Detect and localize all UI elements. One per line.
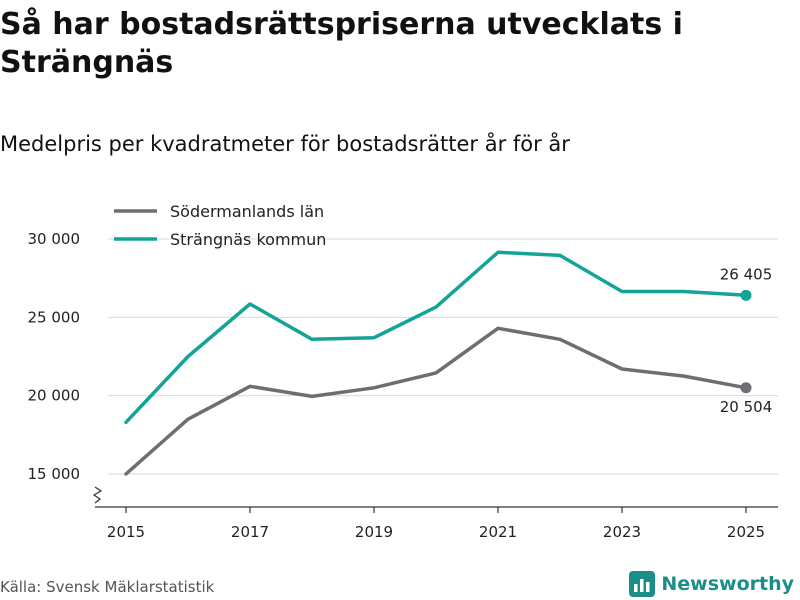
end-value-label: 20 504 bbox=[720, 398, 773, 416]
x-tick-label: 2021 bbox=[479, 523, 517, 541]
source-note: Källa: Svensk Mäklarstatistik bbox=[0, 578, 215, 596]
axis-break-marker bbox=[92, 486, 103, 504]
legend: Södermanlands län Strängnäs kommun bbox=[114, 202, 326, 249]
chart-title: Så har bostadsrättspriserna utvecklats i… bbox=[0, 7, 683, 80]
grid-lines bbox=[108, 238, 778, 475]
y-tick-label: 20 000 bbox=[28, 387, 81, 405]
legend-label: Södermanlands län bbox=[170, 202, 324, 221]
end-value-label: 26 405 bbox=[720, 265, 773, 283]
y-tick-label: 15 000 bbox=[28, 465, 81, 483]
series-line-0 bbox=[124, 326, 748, 476]
end-point-marker bbox=[740, 382, 752, 394]
axes: 15 000 20 000 25 000 30 000 2015 2017 2019 2021… bbox=[28, 230, 778, 541]
legend-label: Strängnäs kommun bbox=[170, 230, 326, 249]
x-tick-label: 2017 bbox=[231, 523, 269, 541]
series-lines: 20 504 26 405 bbox=[124, 250, 773, 476]
end-point-marker bbox=[740, 289, 752, 301]
series-line-1 bbox=[124, 250, 748, 425]
chart-subtitle: Medelpris per kvadratmeter för bostadsrä… bbox=[0, 132, 570, 156]
brand-name: Newsworthy bbox=[661, 573, 794, 595]
y-tick-label: 25 000 bbox=[28, 308, 81, 326]
x-tick-label: 2025 bbox=[727, 523, 765, 541]
brand-logo: Newsworthy bbox=[629, 568, 794, 600]
y-tick-label: 30 000 bbox=[28, 230, 81, 248]
x-tick-label: 2023 bbox=[603, 523, 641, 541]
x-tick-label: 2015 bbox=[107, 523, 145, 541]
x-tick-label: 2019 bbox=[355, 523, 393, 541]
newsworthy-logo-icon bbox=[629, 571, 656, 597]
